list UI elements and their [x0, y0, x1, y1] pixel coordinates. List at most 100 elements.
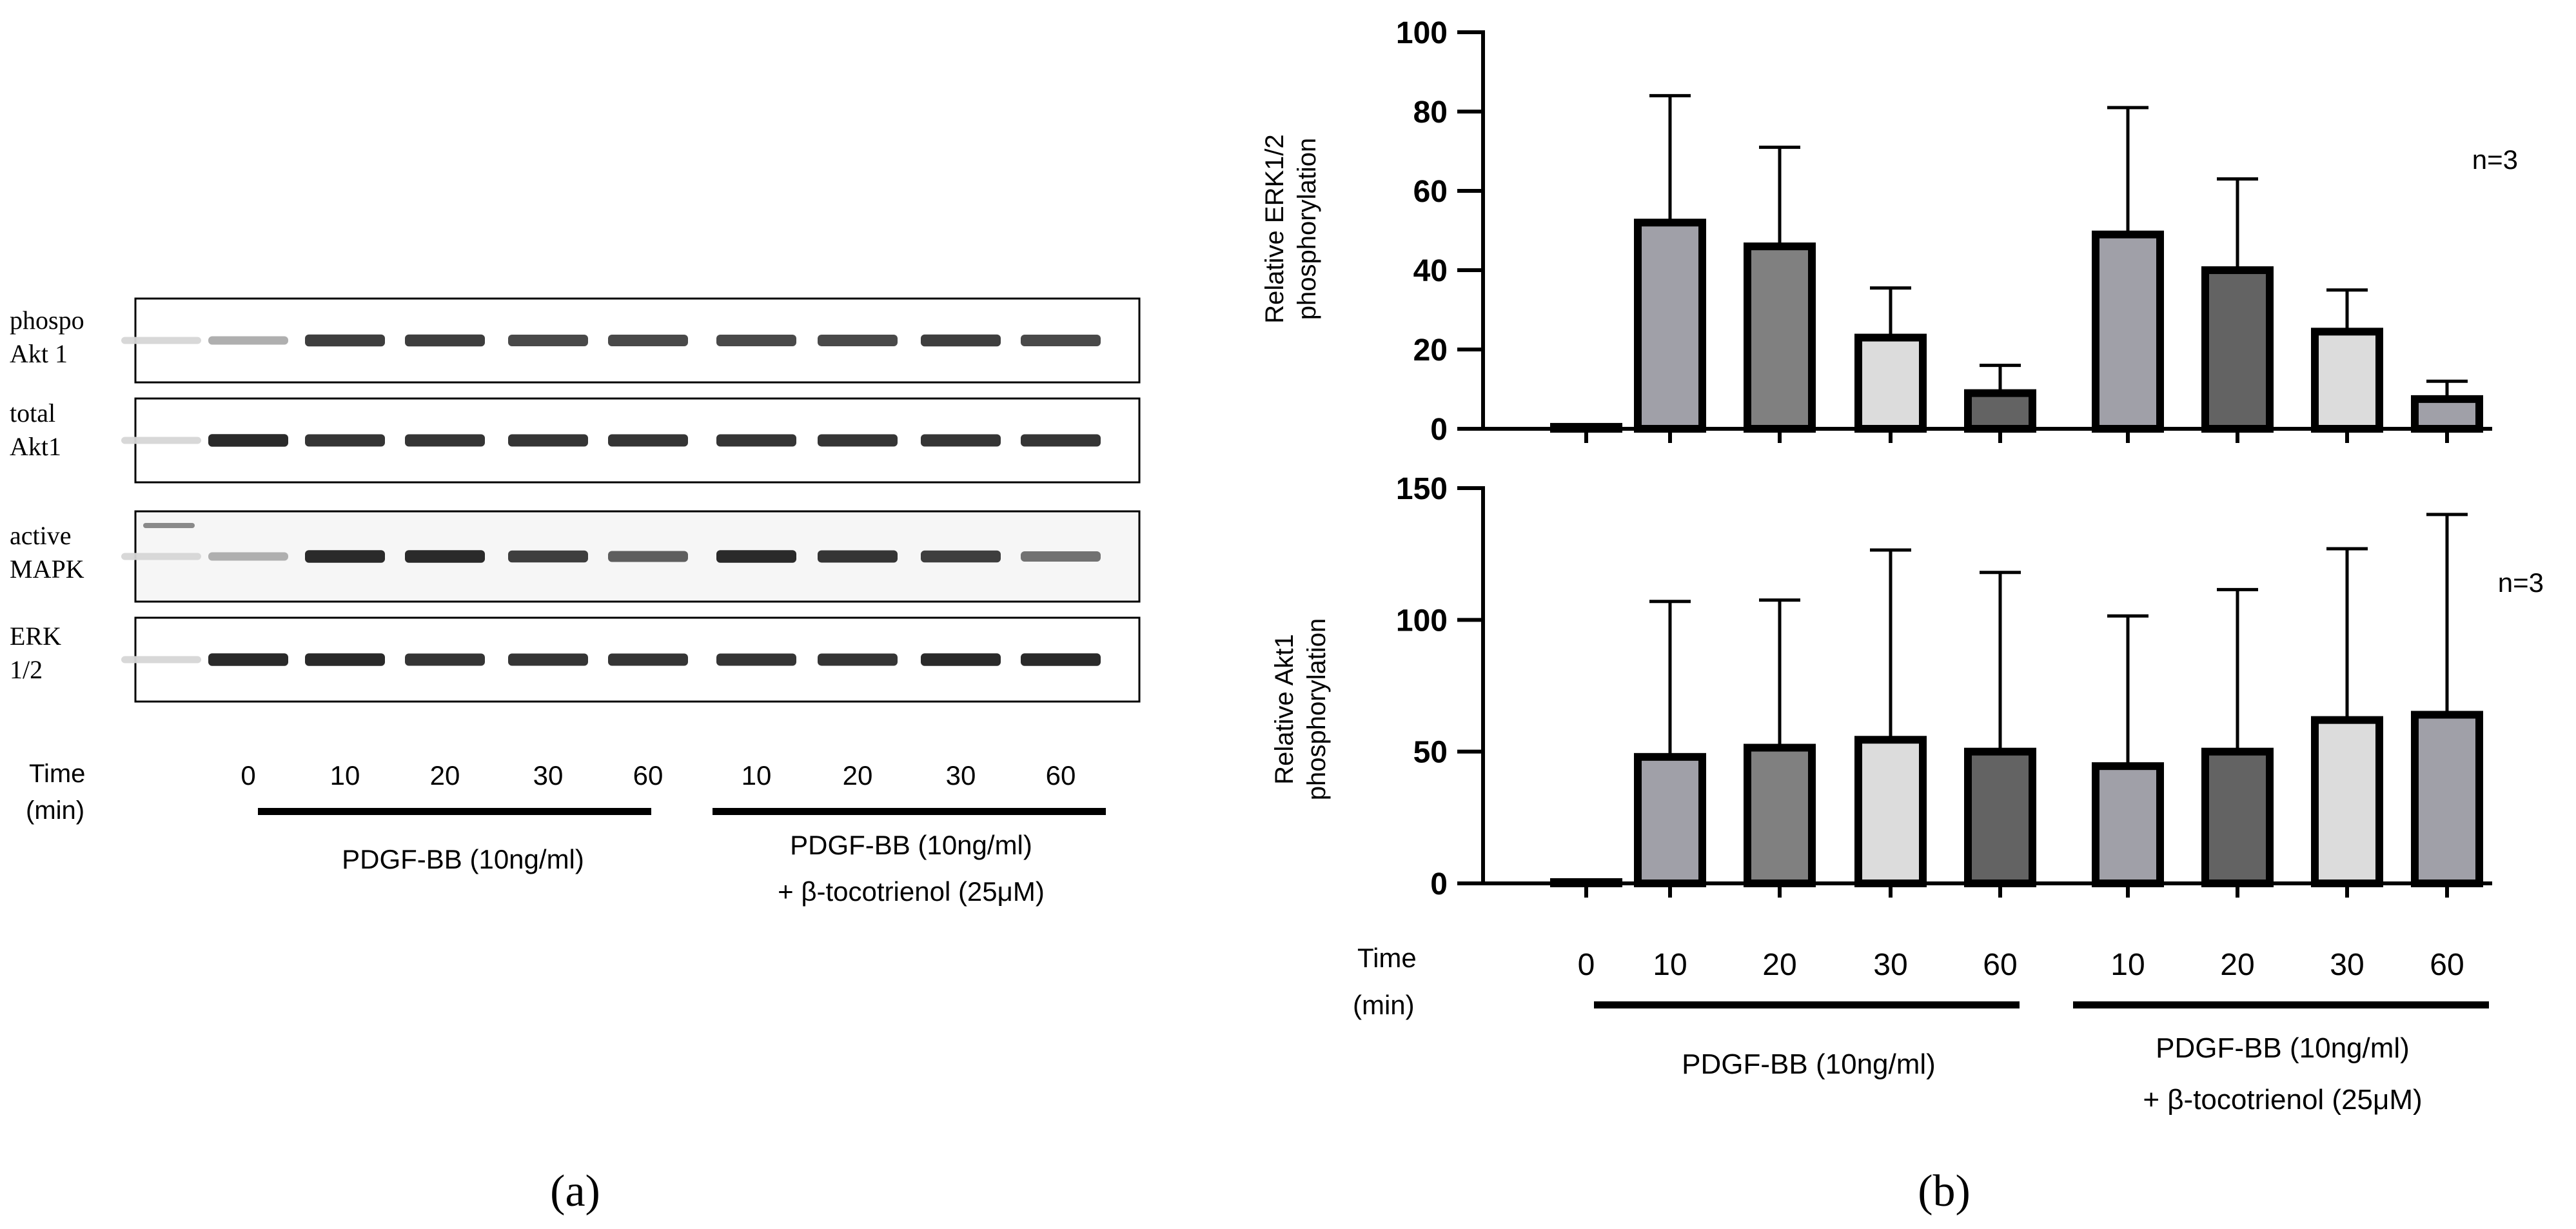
blot-band [716, 653, 796, 666]
bar [1964, 747, 2036, 887]
blot-band [305, 653, 385, 666]
blot-band [508, 434, 588, 447]
x-tick-label: 30 [1873, 948, 1907, 982]
panel-a-time-point: 0 [241, 760, 255, 791]
panel-a-group2-label-line2: + β-tocotrienol (25μM) [778, 876, 1045, 907]
blot-label-total-line2: Akt1 [10, 432, 61, 461]
blot-band [305, 550, 385, 563]
panel-b-group2-label-line1: PDGF-BB (10ng/ml) [2156, 1032, 2410, 1064]
blot-band [921, 550, 1001, 563]
blot-band [1021, 653, 1101, 666]
x-tick-label: 20 [1762, 948, 1796, 982]
panel-a-time-point: 30 [533, 760, 564, 791]
panel-a-group2-bar [713, 808, 1106, 815]
panel-a-label: (a) [550, 1166, 600, 1216]
chart-erk-annotation: n=3 [2472, 144, 2518, 175]
y-tick-label: 80 [1413, 95, 1448, 130]
bar [1744, 242, 1816, 433]
blot-band [508, 653, 588, 666]
blot-strip-erk12 [121, 616, 1141, 703]
panel-a-time-label-line1: Time [29, 760, 85, 788]
bar [1964, 389, 2036, 433]
blot-band [716, 335, 796, 346]
panel-a-group2-label-line1: PDGF-BB (10ng/ml) [790, 830, 1032, 860]
blot-label-erk-line2: 1/2 [10, 655, 43, 684]
panel-b-group1-label: PDGF-BB (10ng/ml) [1682, 1048, 1936, 1080]
bar [2411, 711, 2483, 888]
blot-band [921, 434, 1001, 447]
ladder-marker-band [143, 523, 195, 528]
blot-band [208, 336, 288, 345]
x-tick-label: 10 [1653, 948, 1687, 982]
panel-b-group1-bar [1594, 1001, 2020, 1008]
blot-band [121, 656, 201, 664]
x-tick-label: 10 [2110, 948, 2145, 982]
x-tick-label: 0 [1578, 948, 1595, 982]
blot-band [608, 434, 688, 447]
chart-akt1-annotation: n=3 [2498, 567, 2544, 598]
bar [1634, 752, 1706, 887]
y-tick-label: 100 [1396, 16, 1448, 50]
blot-band [1021, 551, 1101, 562]
blot-label-phospo-line1: phospo [10, 306, 84, 335]
panel-a-time-point: 10 [742, 760, 772, 791]
blot-band [508, 335, 588, 346]
bar [2201, 266, 2274, 433]
blot-band [121, 337, 201, 344]
chart-akt1-ylabel-line1: Relative Akt1 [1270, 634, 1299, 784]
y-tick-label: 0 [1430, 867, 1448, 901]
y-tick-label: 0 [1430, 413, 1448, 447]
bar [1744, 743, 1816, 887]
panel-a-time-point: 60 [1046, 760, 1076, 791]
blot-strip-active-mapk [121, 510, 1141, 603]
y-tick-label: 40 [1413, 254, 1448, 288]
panel-a-time-point: 10 [330, 760, 360, 791]
blot-band [508, 550, 588, 563]
blot-strip-phospo-akt1 [121, 297, 1141, 384]
erk-phosphorylation-chart: Relative ERK1/2 phosphorylation n=3 0 20 4… [1261, 16, 2518, 447]
x-tick-label: 20 [2220, 948, 2254, 982]
blot-band [818, 335, 898, 346]
panel-a-group1-label: PDGF-BB (10ng/ml) [342, 844, 584, 874]
y-tick-label: 60 [1413, 175, 1448, 209]
bar [2311, 328, 2383, 433]
blot-band [608, 551, 688, 562]
panel-b-time-label-line1: Time [1357, 943, 1417, 973]
blot-band [608, 335, 688, 346]
chart-erk-ylabel-line1: Relative ERK1/2 [1261, 134, 1289, 323]
panel-b-group2-bar [2073, 1001, 2489, 1008]
blot-band [305, 334, 385, 347]
blot-label-total-line1: total [10, 398, 55, 428]
panel-b-time-label-line2: (min) [1353, 990, 1415, 1020]
bar [2411, 395, 2483, 433]
blot-band [921, 334, 1001, 347]
blot-band [405, 434, 485, 447]
bar [2201, 747, 2274, 887]
blot-band [121, 553, 201, 560]
x-tick-label: 60 [1983, 948, 2017, 982]
blot-band [208, 434, 288, 447]
blot-label-erk-line1: ERK [10, 622, 61, 651]
panel-b-label: (b) [1918, 1166, 1971, 1216]
y-tick-label: 100 [1396, 604, 1448, 638]
blot-band [405, 653, 485, 666]
blot-label-active-line1: active [10, 521, 72, 550]
blot-band [1021, 434, 1101, 447]
y-tick-label: 20 [1413, 333, 1448, 368]
bar [2311, 716, 2383, 888]
blot-band [1021, 335, 1101, 346]
blot-band [208, 653, 288, 666]
blot-band [716, 550, 796, 563]
panel-a-time-point: 20 [843, 760, 873, 791]
bar [1854, 333, 1927, 433]
blot-label-active-line2: MAPK [10, 555, 84, 584]
blot-band [818, 653, 898, 666]
blot-strip-total-akt1 [121, 397, 1141, 484]
blot-label-phospo-line2: Akt 1 [10, 339, 68, 368]
x-tick-label: 60 [2430, 948, 2464, 982]
panel-a-time-point: 30 [946, 760, 976, 791]
blot-band [405, 550, 485, 563]
panel-a-western-blot: phospo Akt 1 total Akt1 active MAPK ERK … [10, 297, 1141, 1216]
blot-band [305, 434, 385, 447]
blot-band [405, 334, 485, 347]
